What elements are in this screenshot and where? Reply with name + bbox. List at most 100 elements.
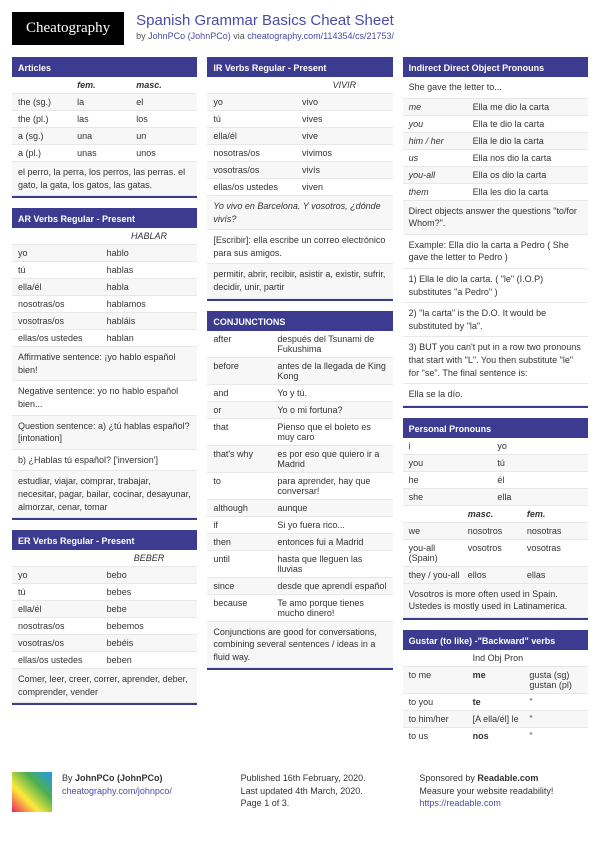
section-note: Direct objects answer the questions "to/…: [403, 201, 588, 235]
table-row: túhablas: [12, 262, 197, 279]
section-ir-verbs: IR Verbs Regular - Present VIVIR yovivo …: [207, 57, 392, 301]
table-row: orYo o mi fortuna?: [207, 402, 392, 419]
column-3: Indirect Direct Object Pronouns She gave…: [403, 57, 588, 754]
table-row: vosotras/oshabláis: [12, 313, 197, 330]
lead-text: She gave the letter to...: [403, 77, 588, 99]
table-row: a (sg.)unaun: [12, 128, 197, 145]
section-header: ER Verbs Regular - Present: [12, 532, 197, 550]
table-row: ella/élhabla: [12, 279, 197, 296]
table-row: to memegusta (sg) gustan (pl): [403, 667, 588, 694]
section-note: [Escribir]: ella escribe un correo elect…: [207, 230, 392, 264]
table-row: iyo: [403, 438, 588, 455]
table-row: a (pl.)unasunos: [12, 145, 197, 162]
table-row: to him/her[A ella/él] le": [403, 711, 588, 728]
table-row: ellas/os ustedeshablan: [12, 330, 197, 347]
author-profile-link[interactable]: cheatography.com/johnpco/: [62, 786, 172, 796]
section-header: Articles: [12, 59, 197, 77]
table-row: wenosotrosnosotras: [403, 523, 588, 540]
table-row: untilhasta que lleguen las lluvias: [207, 551, 392, 578]
section-note: permitir, abrir, recibir, asistir a, exi…: [207, 264, 392, 298]
site-logo[interactable]: Cheatography: [12, 12, 124, 45]
table-row: thenentonces fui a Madrid: [207, 534, 392, 551]
sponsor-link[interactable]: https://readable.com: [419, 798, 501, 808]
stem-row: BEBER: [12, 550, 197, 567]
section-header: IR Verbs Regular - Present: [207, 59, 392, 77]
table-row: vosotras/osbebéis: [12, 635, 197, 652]
col-masc: masc.: [136, 80, 162, 90]
footer-sponsor: Sponsored by Readable.com Measure your w…: [419, 772, 588, 810]
section-idop: Indirect Direct Object Pronouns She gave…: [403, 57, 588, 408]
section-note: Yo vivo en Barcelona. Y vosotros, ¿dónde…: [207, 196, 392, 230]
table-row: nosotras/osbebemos: [12, 618, 197, 635]
section-note: estudiar, viajar, comprar, trabajar, nec…: [12, 471, 197, 518]
table-row: beforeantes de la llegada de King Kong: [207, 358, 392, 385]
published-date: Published 16th February, 2020.: [241, 773, 366, 783]
table-row: ella/élbebe: [12, 601, 197, 618]
table-row: him / herElla le dio la carta: [403, 133, 588, 150]
sponsor-name: Readable.com: [477, 773, 538, 783]
section-ar-verbs: AR Verbs Regular - Present HABLAR yohabl…: [12, 208, 197, 520]
section-header: CONJUNCTIONS: [207, 313, 392, 331]
section-note: Affirmative sentence: ¡yo hablo español …: [12, 347, 197, 381]
table-row: afterdespués del Tsunami de Fukushima: [207, 331, 392, 358]
column-1: Articles fem. masc. the (sg.)lael the (p…: [12, 57, 197, 754]
table-row: to usnos": [403, 728, 588, 744]
table-row: ella/élvive: [207, 128, 392, 145]
table-row: nosotras/oshablamos: [12, 296, 197, 313]
table-header-row: masc.fem.: [403, 506, 588, 523]
page-header: Cheatography Spanish Grammar Basics Chea…: [12, 12, 588, 45]
footer-meta: Published 16th February, 2020. Last upda…: [241, 772, 410, 810]
table-row: that's whyes por eso que quiero ir a Mad…: [207, 446, 392, 473]
footer-author-name: JohnPCo (JohnPCo): [75, 773, 163, 783]
section-note: Comer, leer, creer, correr, aprender, de…: [12, 669, 197, 703]
section-note: 3) BUT you can't put in a row two pronou…: [403, 337, 588, 384]
table-row: heél: [403, 472, 588, 489]
byline-via: via: [231, 31, 248, 41]
columns: Articles fem. masc. the (sg.)lael the (p…: [12, 57, 588, 754]
table-row: youtú: [403, 455, 588, 472]
page-title: Spanish Grammar Basics Cheat Sheet: [136, 12, 394, 29]
table-row: ellas/os ustedesbeben: [12, 652, 197, 669]
section-note: el perro, la perra, los perros, las perr…: [12, 162, 197, 196]
table-row: topara aprender, hay que conversar!: [207, 473, 392, 500]
col-fem: fem.: [77, 80, 96, 90]
table-row: becauseTe amo porque tienes mucho dinero…: [207, 595, 392, 622]
section-note: Negative sentence: yo no hablo español b…: [12, 381, 197, 415]
author-link[interactable]: JohnPCo (JohnPCo): [148, 31, 231, 41]
table-row: meElla me dio la carta: [403, 99, 588, 116]
section-note: b) ¿Hablas tú español? ['inversion']: [12, 450, 197, 472]
table-row: they / you-allellosellas: [403, 567, 588, 584]
footer-author: By JohnPCo (JohnPCo) cheatography.com/jo…: [62, 772, 231, 797]
section-note: Example: Ella dío la carta a Pedro ( She…: [403, 235, 588, 269]
table-row: althoughaunque: [207, 500, 392, 517]
section-note: Conjunctions are good for conversations,…: [207, 622, 392, 669]
table-row: vosotras/osvivís: [207, 162, 392, 179]
section-header: Indirect Direct Object Pronouns: [403, 59, 588, 77]
table-row: ifSi yo fuera rico...: [207, 517, 392, 534]
table-row: ellas/os ustedesviven: [207, 179, 392, 196]
table-row: usElla nos dio la carta: [403, 150, 588, 167]
table-row: themElla les dio la carta: [403, 184, 588, 201]
table-row: the (pl.)laslos: [12, 111, 197, 128]
source-link[interactable]: cheatography.com/114354/cs/21753/: [247, 31, 394, 41]
section-header: Personal Pronouns: [403, 420, 588, 438]
byline-by: by: [136, 31, 148, 41]
table-row: andYo y tú.: [207, 385, 392, 402]
table-row: yohablo: [12, 245, 197, 262]
stem-row: VIVIR: [207, 77, 392, 94]
page-number: Page 1 of 3.: [241, 798, 290, 808]
table-row: to youte": [403, 694, 588, 711]
table-row: you-all (Spain)vosotrosvosotras: [403, 540, 588, 567]
table-row: the (sg.)lael: [12, 94, 197, 111]
section-personal-pronouns: Personal Pronouns iyo youtú heél sheella…: [403, 418, 588, 620]
section-note: 1) Ella le dio la carta. ( "le" (I.O.P) …: [403, 269, 588, 303]
section-conjunctions: CONJUNCTIONS afterdespués del Tsunami de…: [207, 311, 392, 671]
table-row: túvives: [207, 111, 392, 128]
title-block: Spanish Grammar Basics Cheat Sheet by Jo…: [136, 12, 394, 45]
section-note: 2) "la carta" is the D.O. It would be su…: [403, 303, 588, 337]
table-row: youElla te dio la carta: [403, 116, 588, 133]
table-row: thatPienso que el boleto es muy caro: [207, 419, 392, 446]
section-header: Gustar (to like) -"Backward" verbs: [403, 632, 588, 650]
section-note: Vosotros is more often used in Spain. Us…: [403, 584, 588, 618]
section-er-verbs: ER Verbs Regular - Present BEBER yobebo …: [12, 530, 197, 705]
